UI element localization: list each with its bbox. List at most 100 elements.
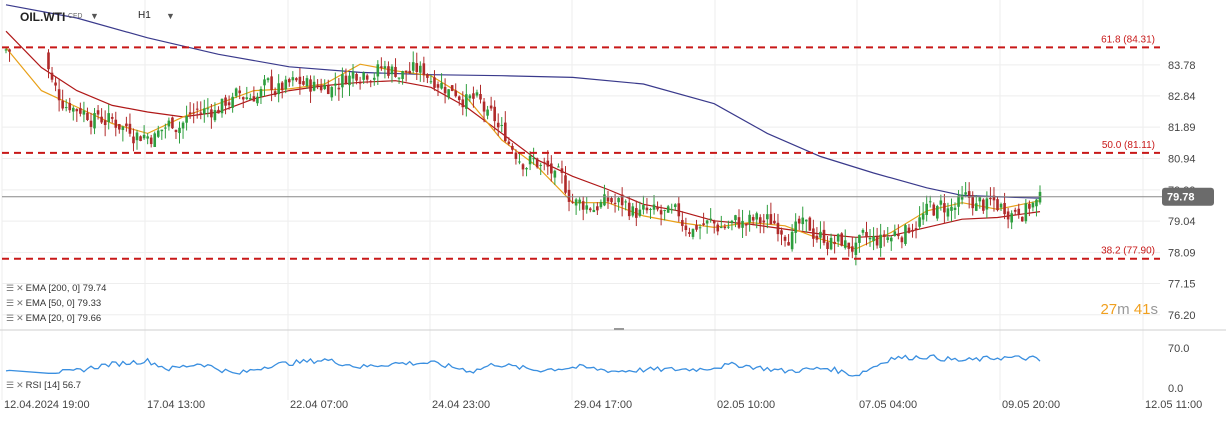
candle-bullish	[525, 168, 528, 170]
candle-bearish	[776, 222, 780, 235]
candle-bearish	[840, 233, 843, 246]
close-icon[interactable]: ✕	[16, 298, 24, 308]
candle-bullish	[925, 203, 928, 215]
candle-bearish	[50, 72, 54, 80]
candle-bullish	[539, 164, 543, 166]
candle-bearish	[132, 136, 135, 144]
candle-bullish	[153, 133, 157, 148]
candle-bullish	[220, 98, 224, 114]
timeframe-dropdown-icon[interactable]: ▼	[166, 11, 175, 21]
candle-bearish	[865, 231, 868, 238]
symbol-dropdown-icon[interactable]: ▼	[90, 11, 99, 21]
candle-bullish	[617, 198, 620, 203]
candle-bearish	[943, 203, 946, 213]
candle-bearish	[897, 234, 900, 237]
symbol-name[interactable]: OIL.WTI	[20, 10, 66, 24]
timeframe-label[interactable]: H1	[138, 10, 151, 21]
candle-bearish	[426, 74, 429, 78]
candle-bearish	[560, 168, 564, 173]
candle-bearish	[989, 197, 992, 200]
last-price-tag	[1162, 187, 1214, 206]
close-icon[interactable]: ✕	[16, 380, 24, 390]
candle-bullish	[585, 205, 589, 210]
candle-bearish	[712, 220, 716, 224]
candle-bullish	[557, 166, 560, 168]
close-icon[interactable]: ✕	[16, 313, 24, 323]
candle-bullish	[879, 234, 882, 248]
rsi-line	[5, 354, 1041, 377]
settings-icon[interactable]: ☰	[6, 283, 15, 293]
candle-bearish	[171, 117, 174, 129]
candle-bullish	[829, 237, 833, 250]
candle-bearish	[443, 86, 447, 94]
candle-bearish	[833, 241, 836, 245]
settings-icon[interactable]: ☰	[6, 380, 15, 390]
candle-bearish	[815, 235, 819, 240]
candle-bullish	[256, 96, 259, 104]
candle-bullish	[720, 227, 723, 229]
x-tick-label: 12.04.2024 19:00	[4, 399, 90, 411]
candle-bearish	[192, 112, 195, 114]
instrument-type-badge: CFD	[68, 13, 83, 20]
candle-bullish	[886, 237, 890, 240]
candle-bullish	[727, 226, 730, 228]
candle-bearish	[316, 84, 319, 86]
candle-bearish	[762, 220, 766, 223]
candle-bearish	[542, 161, 546, 163]
candle-bullish	[146, 136, 149, 139]
candle-bearish	[227, 102, 231, 106]
candle-bullish	[71, 107, 75, 112]
ema50-line	[5, 30, 1041, 238]
indicator-ema50[interactable]: ☰ ✕ EMA [50, 0] 79.33	[6, 298, 101, 309]
candle-bearish	[684, 225, 688, 231]
candle-bearish	[273, 91, 277, 96]
candle-bearish	[882, 234, 886, 237]
candle-bullish	[638, 209, 642, 216]
candle-bullish	[985, 198, 989, 210]
candle-bearish	[54, 82, 57, 86]
fibonacci-levels: 61.8 (84.31) 50.0 (81.11) 38.2 (77.90)	[2, 34, 1160, 260]
candle-bearish	[96, 110, 100, 115]
fib-level-label: 61.8 (84.31)	[1101, 34, 1155, 45]
candle-bearish	[635, 208, 638, 218]
candle-bullish	[372, 77, 376, 80]
y-tick-label: 83.78	[1168, 60, 1196, 72]
candle-bullish	[475, 92, 479, 96]
candle-bullish	[465, 94, 468, 109]
panel-resize-handle	[614, 328, 624, 330]
indicator-rsi[interactable]: ☰ ✕ RSI [14] 56.7	[6, 380, 81, 391]
candle-bearish	[521, 164, 525, 170]
candle-bullish	[419, 65, 422, 73]
settings-icon[interactable]: ☰	[6, 313, 15, 323]
candle-bearish	[507, 141, 511, 144]
countdown-seconds-unit: s	[1150, 301, 1159, 318]
candle-bearish	[319, 85, 323, 91]
candle-bearish	[797, 218, 801, 224]
candle-bearish	[241, 97, 245, 100]
candle-bullish	[528, 155, 532, 165]
candle-bearish	[270, 76, 273, 90]
candle-bearish	[47, 52, 50, 70]
indicator-label: RSI [14] 56.7	[25, 380, 82, 391]
candle-bearish	[571, 201, 574, 203]
candle-bullish	[843, 240, 847, 248]
fib-level-label: 38.2 (77.90)	[1101, 246, 1155, 257]
x-tick-label: 24.04 23:00	[432, 399, 490, 411]
close-icon[interactable]: ✕	[16, 283, 24, 293]
candle-bullish	[440, 82, 443, 89]
candle-bearish	[298, 76, 302, 85]
settings-icon[interactable]: ☰	[6, 298, 15, 308]
candle-countdown: 27m 41s	[1100, 301, 1158, 318]
candle-bearish	[482, 101, 486, 112]
candle-bullish	[305, 78, 309, 87]
candle-bullish	[447, 89, 450, 98]
x-tick-label: 22.04 07:00	[290, 399, 348, 411]
candle-bullish	[953, 207, 957, 210]
candle-bearish	[847, 242, 851, 249]
candle-bearish	[450, 85, 454, 91]
candle-bullish	[82, 110, 86, 115]
indicator-ema200[interactable]: ☰ ✕ EMA [200, 0] 79.74	[6, 283, 106, 294]
candle-bullish	[1031, 202, 1035, 208]
candle-bearish	[751, 217, 755, 221]
indicator-ema20[interactable]: ☰ ✕ EMA [20, 0] 79.66	[6, 313, 101, 324]
